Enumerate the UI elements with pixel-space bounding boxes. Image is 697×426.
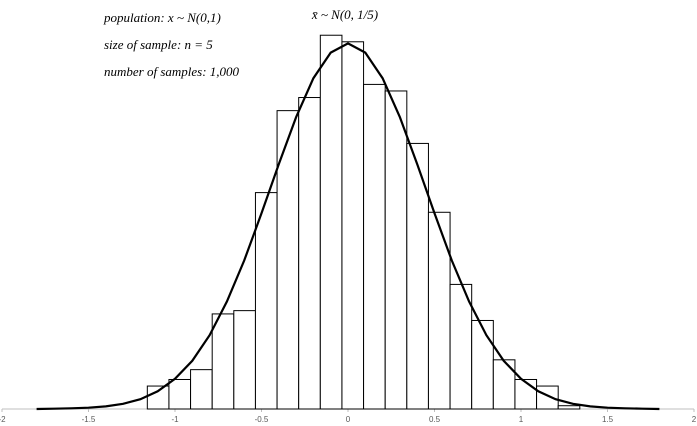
- x-tick-label: 1.5: [602, 415, 614, 424]
- bar: [233, 310, 256, 410]
- bar: [384, 90, 408, 410]
- bar: [363, 83, 386, 410]
- bar: [254, 192, 278, 410]
- bar: [168, 378, 192, 410]
- bar: [276, 110, 300, 410]
- bar: [190, 369, 213, 410]
- x-tick-label: -0.5: [255, 415, 269, 424]
- bar: [449, 283, 473, 410]
- x-tick-label: -2: [0, 415, 6, 424]
- annotation: size of sample: n = 5: [104, 37, 213, 52]
- x-tick-label: -1: [171, 415, 179, 424]
- annotation: population: x ~ N(0,1): [103, 10, 221, 25]
- annotation: number of samples: 1,000: [104, 64, 240, 79]
- bar: [471, 319, 494, 410]
- bar: [536, 385, 559, 410]
- curve: [36, 42, 660, 411]
- bar: [492, 359, 516, 410]
- bar: [514, 378, 538, 410]
- chart-title: x̄ ~ N(0, 1/5): [311, 7, 378, 22]
- x-tick-label: 1: [519, 415, 524, 424]
- bar: [146, 385, 170, 410]
- x-tick-label: -1.5: [82, 415, 96, 424]
- bar: [211, 313, 235, 410]
- bar: [319, 34, 343, 410]
- bar: [298, 97, 321, 410]
- x-tick-label: 0.5: [429, 415, 441, 424]
- bar: [427, 211, 451, 410]
- bar: [341, 41, 365, 410]
- x-tick-label: 2: [692, 415, 697, 424]
- bar: [406, 142, 429, 410]
- x-tick-label: 0: [346, 415, 351, 424]
- bar: [557, 405, 581, 410]
